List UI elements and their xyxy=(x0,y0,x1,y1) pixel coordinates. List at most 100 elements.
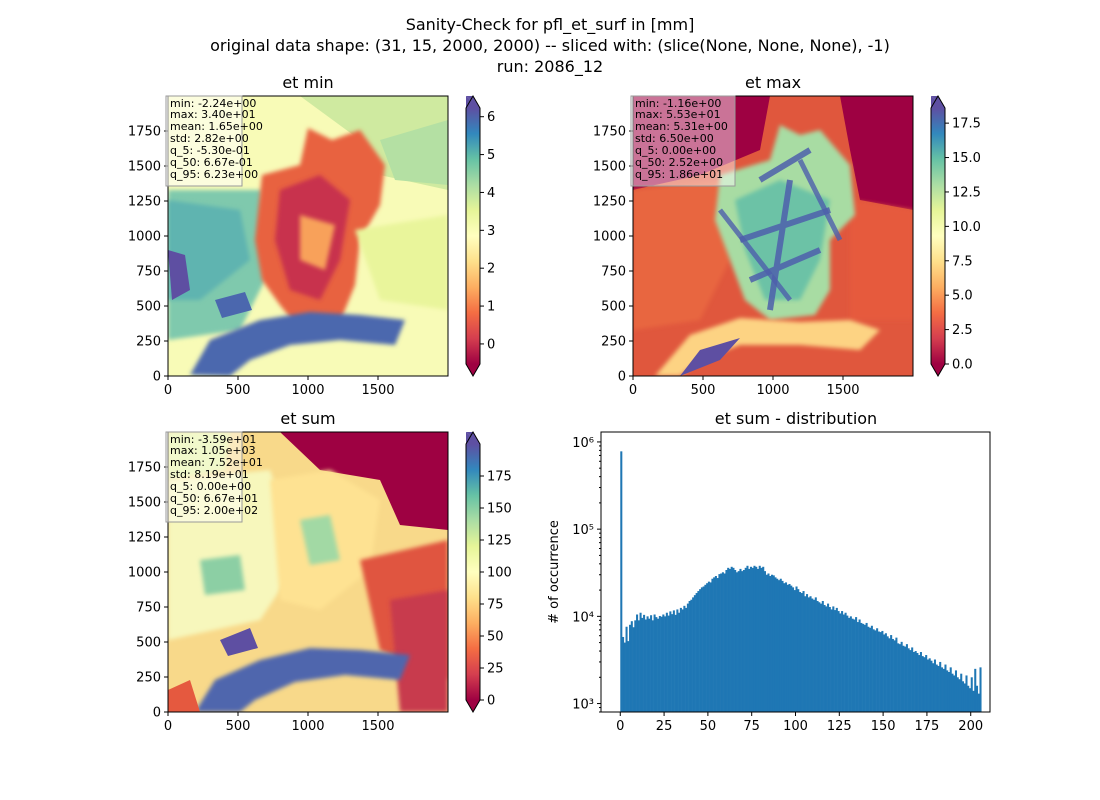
histogram-bar xyxy=(770,574,774,712)
colorbar-tick-label: 1 xyxy=(487,300,495,315)
y-tick-label: 1750 xyxy=(593,125,626,140)
y-tick-label: 750 xyxy=(136,265,161,280)
suptitle-line-1: Sanity-Check for pfl_et_surf in [mm] xyxy=(406,15,695,35)
histogram-bar xyxy=(786,584,789,712)
y-tick-label: 1750 xyxy=(128,125,161,140)
histogram-bar xyxy=(965,675,968,712)
histogram-bars xyxy=(620,451,982,712)
stats-box xyxy=(165,431,243,523)
histogram-bar xyxy=(825,606,828,712)
histogram-bar xyxy=(795,586,798,712)
histogram-bar xyxy=(935,664,938,712)
histogram-bar xyxy=(891,638,894,712)
histogram-bar xyxy=(858,619,861,712)
histogram-bar xyxy=(907,648,910,712)
colorbar-extend-top xyxy=(466,96,480,108)
histogram-bar xyxy=(714,576,717,712)
histogram-bar xyxy=(818,602,821,712)
histogram-bar xyxy=(807,597,810,712)
stat-line: q_5: 0.00e+00 xyxy=(170,480,251,493)
histogram-bar xyxy=(909,650,912,712)
histogram-bar xyxy=(683,605,686,712)
x-tick-label: 0 xyxy=(164,383,172,398)
histogram-bar xyxy=(872,629,875,712)
histogram-bar xyxy=(697,591,700,712)
stat-line: mean: 7.52e+01 xyxy=(170,456,263,469)
histogram-bar xyxy=(711,578,714,712)
histogram-bar xyxy=(919,652,922,712)
y-tick-label: 1250 xyxy=(128,531,161,546)
histogram-bar xyxy=(811,598,814,712)
histogram-bar xyxy=(923,657,926,712)
stat-line: std: 6.50e+00 xyxy=(635,132,714,145)
histogram-bar xyxy=(625,626,628,712)
histogram-bar xyxy=(972,690,975,712)
histogram-bar xyxy=(667,615,670,712)
histogram-bar xyxy=(744,567,747,712)
histogram-bar xyxy=(816,600,819,712)
panel-et-max: et max 0 500 1000 1500 0 250 500 750 1000 1250 150… xyxy=(593,73,981,398)
y-tick-label: 250 xyxy=(136,335,161,350)
histogram-bar xyxy=(723,573,726,712)
histogram-bar xyxy=(756,568,760,712)
colorbar-extend-bottom xyxy=(466,700,480,712)
histogram-bar xyxy=(702,586,705,712)
stats-text: min: -3.59e+01 max: 1.05e+03 mean: 7.52e… xyxy=(170,433,263,517)
y-tick-label: 1500 xyxy=(593,160,626,175)
colorbar-gradient xyxy=(466,108,480,364)
histogram-bar xyxy=(646,616,649,712)
y-tick-label: 1000 xyxy=(128,230,161,245)
histogram-bar xyxy=(883,634,886,712)
y-tick-label: 250 xyxy=(601,335,626,350)
x-tick-label: 1500 xyxy=(826,383,859,398)
y-tick-label: 1500 xyxy=(128,496,161,511)
colorbar-tick-label: 10.0 xyxy=(952,220,981,235)
histogram-bar xyxy=(700,587,703,712)
histogram-bar xyxy=(914,651,917,712)
histogram-bar xyxy=(856,622,859,712)
histogram-bar xyxy=(912,652,915,712)
histogram-bar xyxy=(879,632,882,712)
histogram-bar xyxy=(937,665,940,712)
stat-line: std: 2.82e+00 xyxy=(170,132,249,145)
colorbar-outline xyxy=(465,95,481,377)
y-tick-label: 1750 xyxy=(128,461,161,476)
histogram-bar xyxy=(783,583,786,712)
histogram-bar xyxy=(672,610,675,712)
y-tick-label: 0 xyxy=(153,706,161,721)
histogram-bar xyxy=(651,620,654,712)
stats-box xyxy=(630,95,736,187)
colorbar-tick-label: 12.5 xyxy=(952,185,981,200)
histogram-bar xyxy=(832,606,835,712)
x-tick-label: 1500 xyxy=(361,719,394,734)
y-axis-label: # of occurrence xyxy=(547,520,562,624)
histogram-bar xyxy=(765,574,768,712)
histogram-bar xyxy=(788,583,791,712)
x-tick-label: 200 xyxy=(958,719,983,734)
histogram-bar xyxy=(779,578,782,712)
histogram-bar xyxy=(806,594,809,712)
histogram-bar xyxy=(776,578,779,712)
histogram-bar xyxy=(802,591,805,712)
histogram-bar xyxy=(977,693,980,712)
histogram-bar xyxy=(690,599,693,712)
y-tick-label: 1000 xyxy=(128,566,161,581)
colorbar-tick-label: 17.5 xyxy=(952,117,981,132)
histogram-bar xyxy=(956,677,959,712)
histogram-bar xyxy=(799,592,802,712)
histogram-bar xyxy=(709,582,712,712)
histogram-bar xyxy=(865,622,868,712)
histogram-bar xyxy=(660,616,663,712)
histogram-bar xyxy=(662,614,665,712)
histogram-bar xyxy=(753,565,756,712)
suptitle-line-3: run: 2086_12 xyxy=(497,57,603,77)
histogram-bar xyxy=(951,673,954,712)
y-tick-label: 750 xyxy=(601,265,626,280)
histogram-bar xyxy=(830,609,833,712)
y-tick-label: 1250 xyxy=(128,195,161,210)
histogram-bar xyxy=(639,612,642,712)
histogram-bar xyxy=(918,655,921,712)
histogram-bar xyxy=(846,615,849,712)
stat-line: q_95: 6.23e+00 xyxy=(170,168,258,181)
histogram-bar xyxy=(685,607,688,712)
